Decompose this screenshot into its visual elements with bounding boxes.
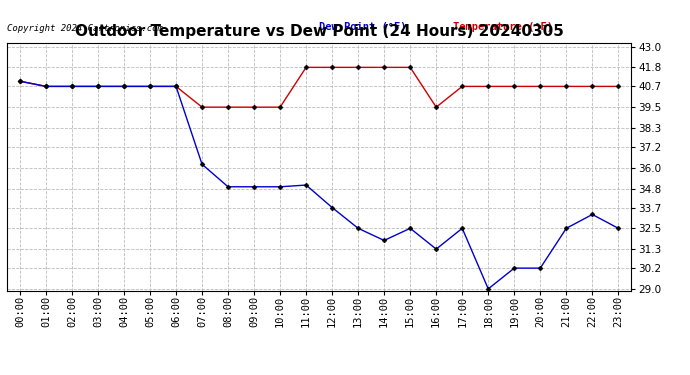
Text: Copyright 2024 Cartronics.com: Copyright 2024 Cartronics.com [7,24,163,33]
Title: Outdoor Temperature vs Dew Point (24 Hours) 20240305: Outdoor Temperature vs Dew Point (24 Hou… [75,24,564,39]
Text: Dew Point (°F): Dew Point (°F) [319,22,406,32]
Text: Temperature (°F): Temperature (°F) [453,22,553,32]
